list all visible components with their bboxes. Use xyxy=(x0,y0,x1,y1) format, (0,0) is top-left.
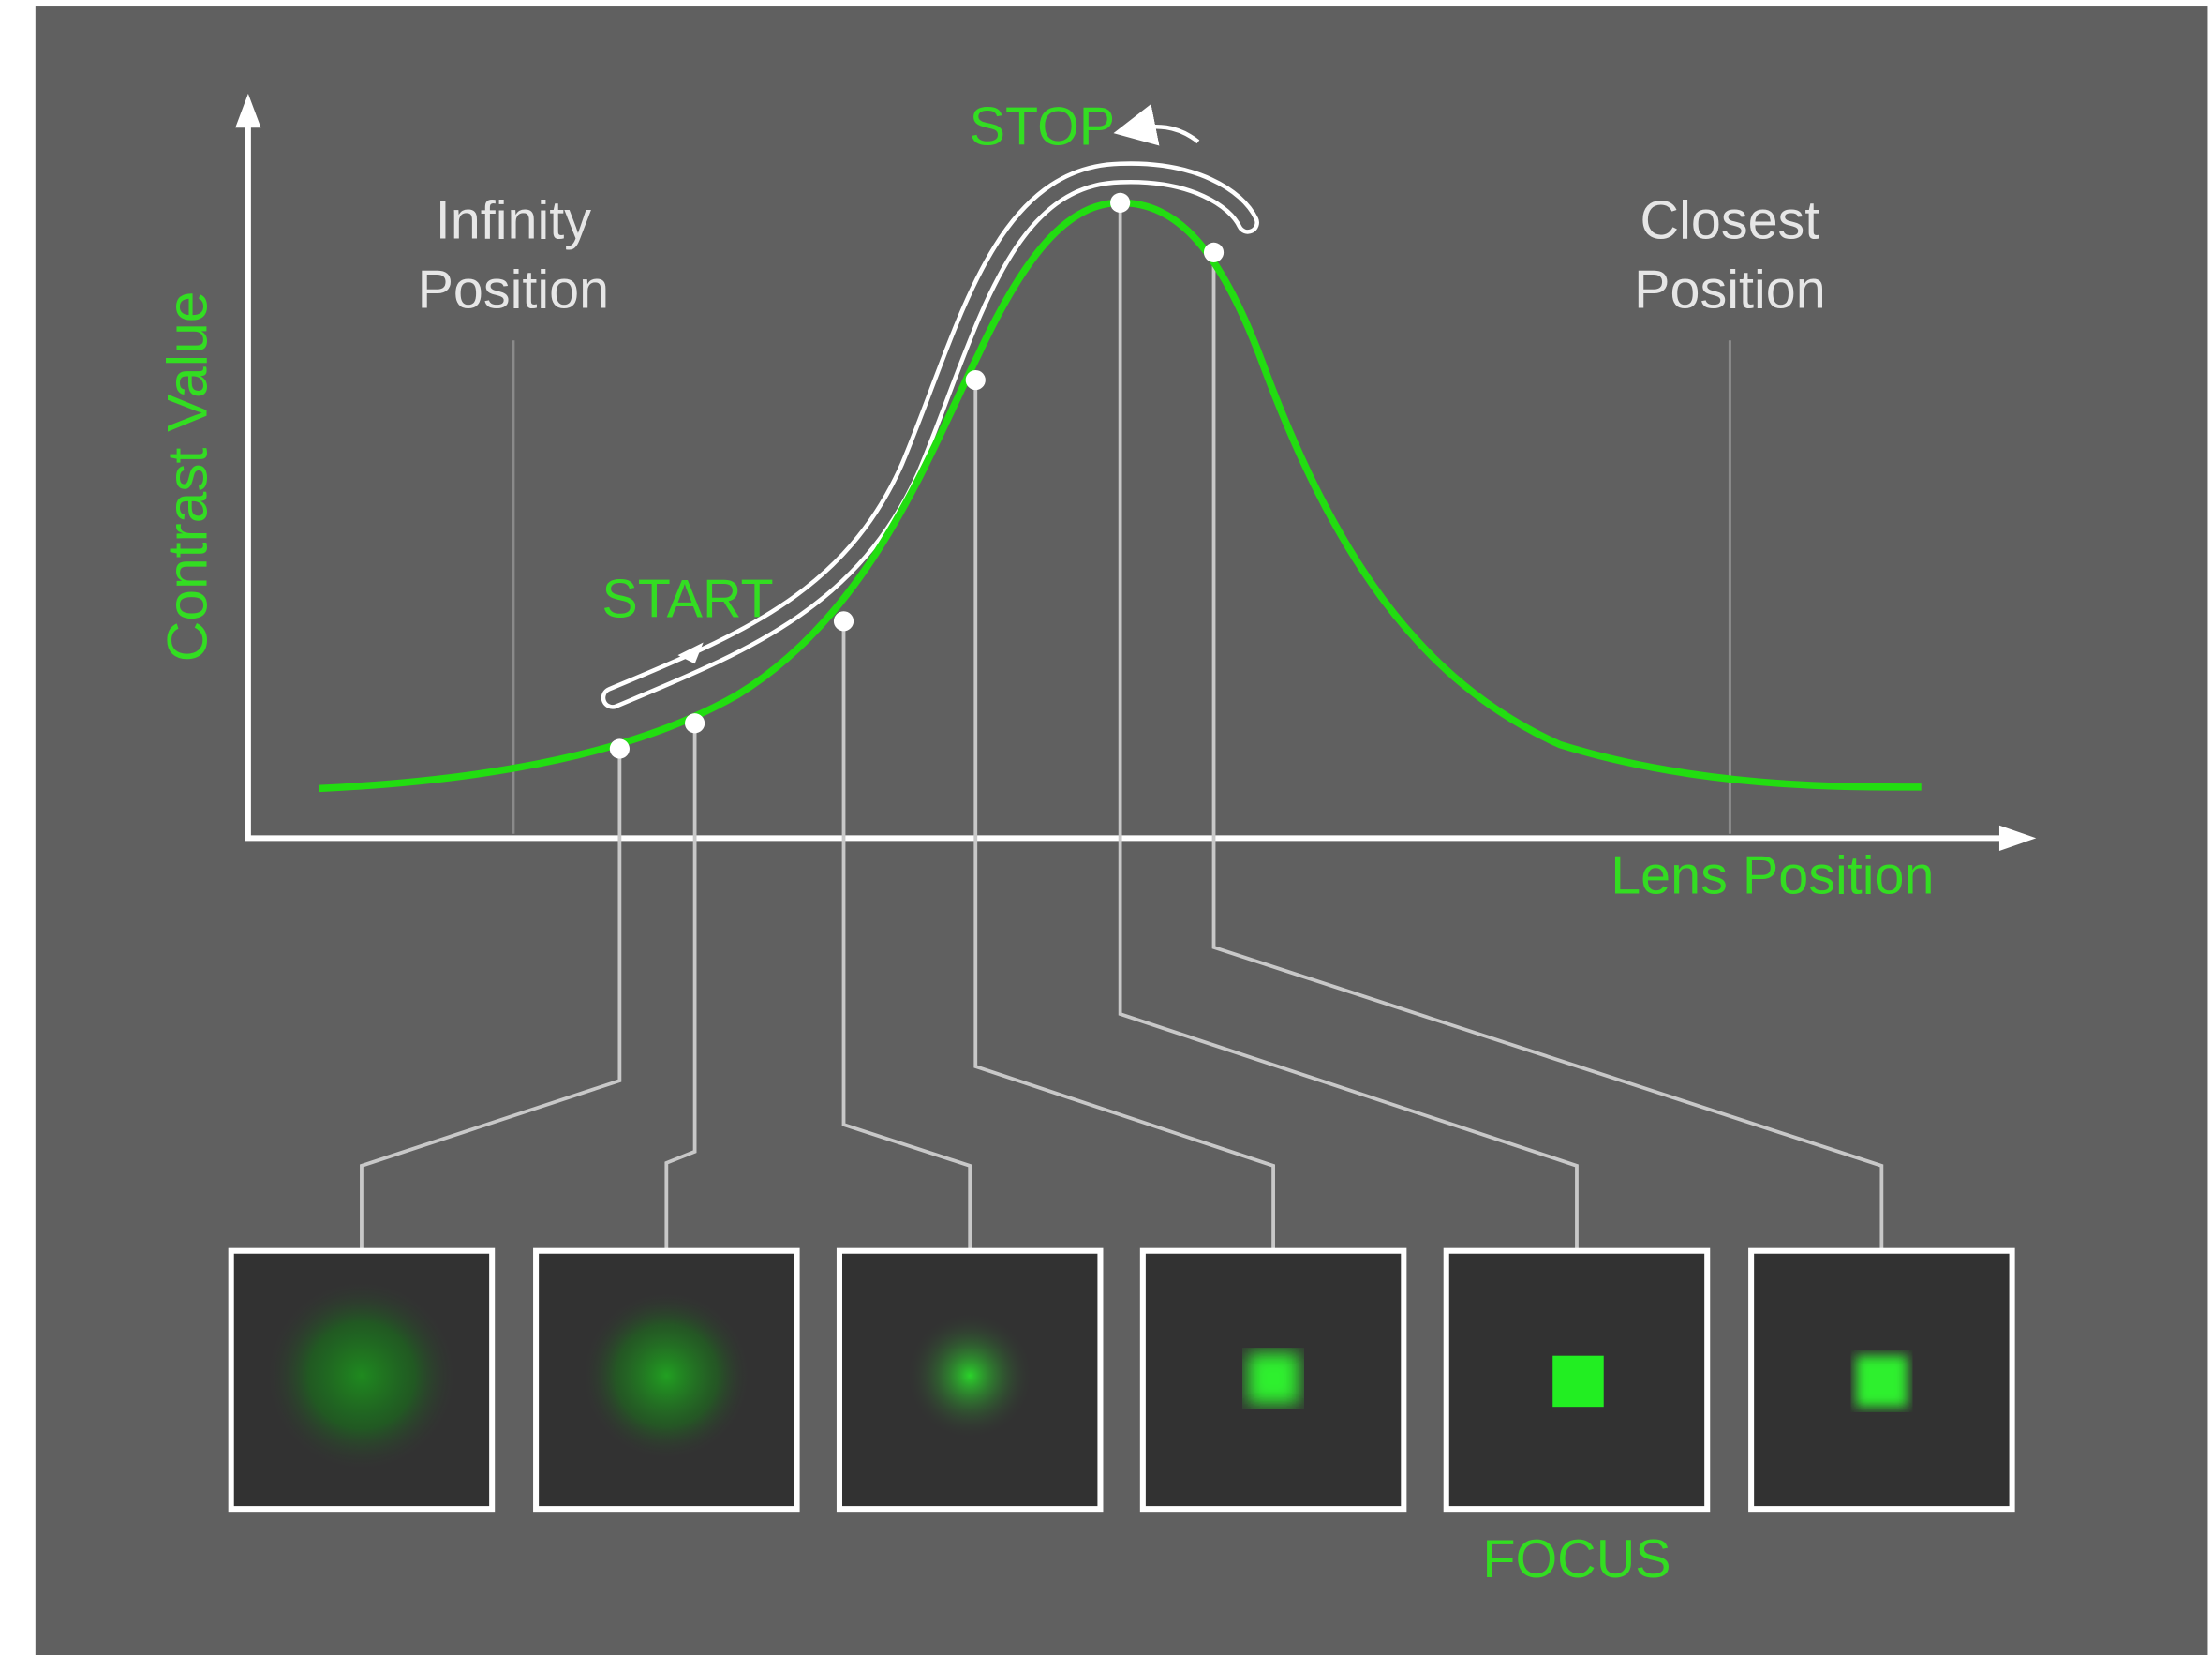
connector xyxy=(1118,202,1579,1251)
connector xyxy=(841,620,972,1251)
closest-label: Position xyxy=(1634,260,1826,320)
start-label: START xyxy=(601,569,773,629)
closest-label: Closest xyxy=(1640,190,1820,250)
connectors xyxy=(360,202,1884,1251)
y-axis-arrow xyxy=(235,93,261,128)
sample-point xyxy=(1110,192,1131,213)
blur-spot xyxy=(265,1278,458,1472)
blur-spot xyxy=(1247,1352,1299,1405)
blur-spot xyxy=(906,1311,1034,1439)
x-axis-arrow xyxy=(1998,825,2037,851)
sample-point xyxy=(965,369,986,391)
focus-label: FOCUS xyxy=(1482,1529,1670,1589)
sample-point xyxy=(833,611,854,632)
focus-spot xyxy=(1552,1355,1604,1408)
sample-point xyxy=(1203,242,1225,262)
start-arrow xyxy=(677,642,704,664)
blur-spot xyxy=(1856,1355,1908,1408)
connector xyxy=(360,749,622,1251)
infinity-label: Infinity xyxy=(436,190,591,250)
x-axis-label: Lens Position xyxy=(1611,845,1934,905)
connector xyxy=(664,723,697,1251)
connector xyxy=(973,380,1275,1251)
sample-point xyxy=(609,738,630,759)
search-track-inner xyxy=(605,165,1255,706)
stop-label: STOP xyxy=(970,97,1116,157)
sample-points xyxy=(609,192,1225,759)
stop-arrow xyxy=(1113,104,1200,146)
connector xyxy=(1211,252,1884,1251)
blur-spot xyxy=(581,1290,752,1461)
y-axis-label: Contrast Value xyxy=(155,291,218,663)
sample-point xyxy=(685,713,705,734)
infinity-label: Position xyxy=(418,260,610,320)
